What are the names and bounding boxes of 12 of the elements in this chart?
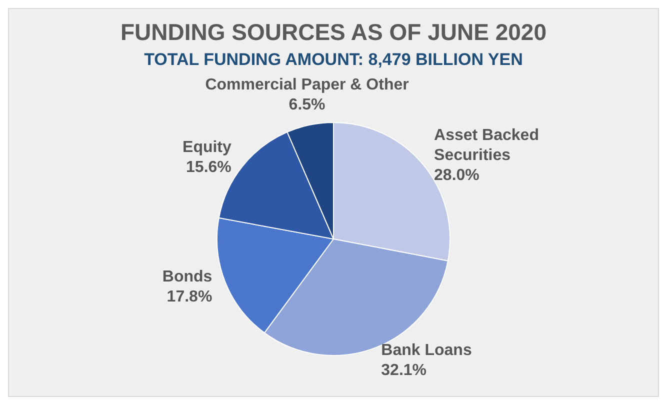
slice-label: Equity [182, 139, 232, 156]
chart-title: FUNDING SOURCES AS OF JUNE 2020 [119, 18, 548, 46]
slice-label: Bonds [162, 268, 212, 286]
data-label: 17.8% [166, 288, 212, 306]
slice-label: Commercial Paper & Other [205, 76, 409, 94]
data-label: 32.1% [381, 362, 427, 379]
chart-subtitle: TOTAL FUNDING AMOUNT: 8,479 BILLION YEN [143, 50, 524, 70]
data-label: 15.6% [186, 159, 232, 176]
slice-label: Asset Backed Securities [434, 127, 539, 164]
data-label: 28.0% [434, 167, 480, 184]
slice-label: Bank Loans [381, 342, 472, 359]
data-label: 6.5% [288, 96, 326, 114]
